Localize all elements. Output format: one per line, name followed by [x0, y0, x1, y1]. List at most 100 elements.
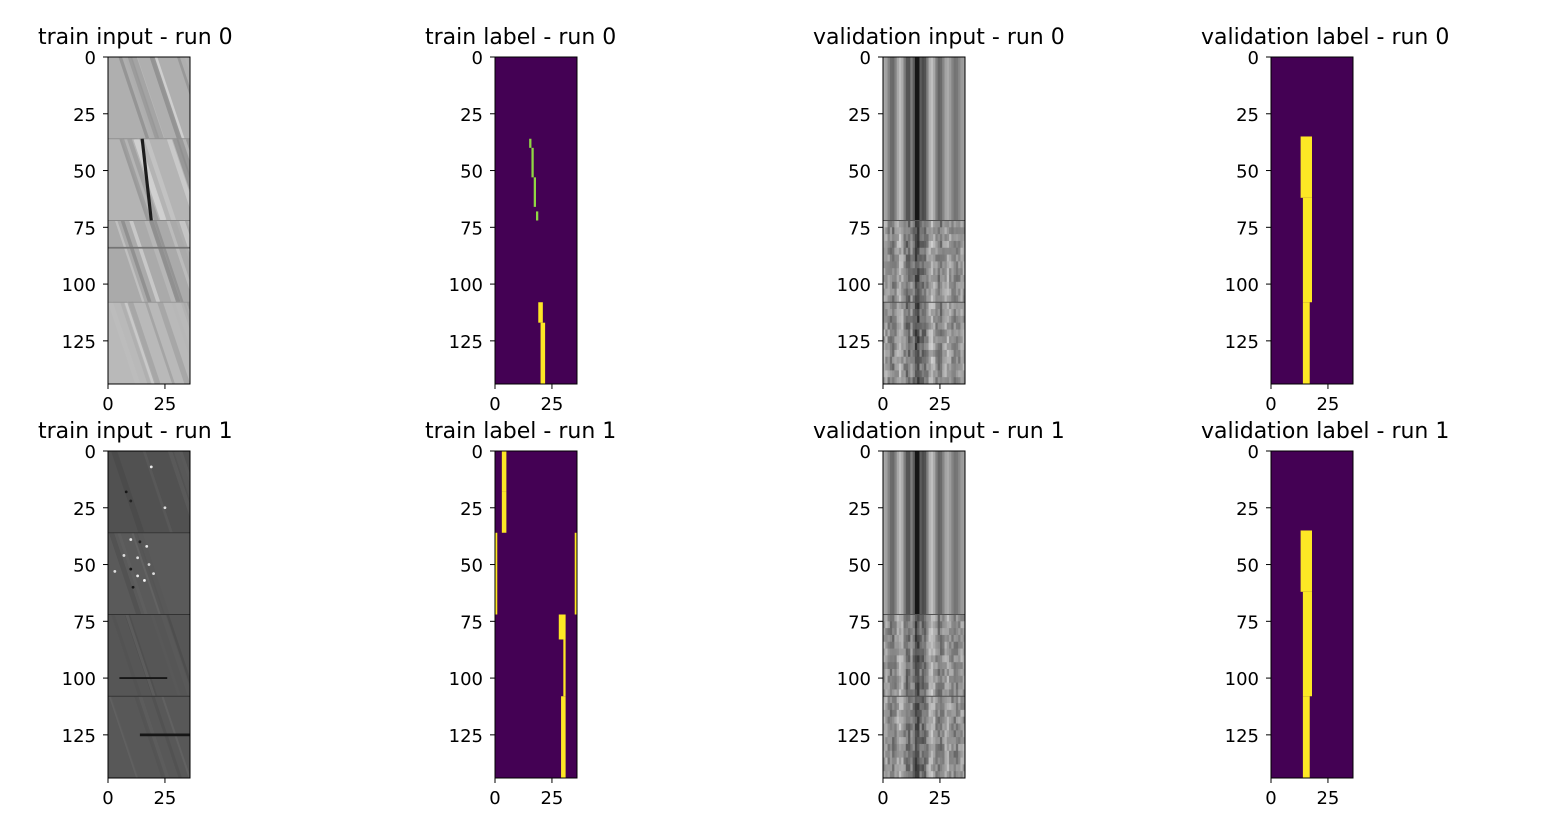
image-texture [908, 669, 911, 677]
image-texture [898, 648, 902, 656]
image-texture [885, 716, 888, 724]
image-texture [883, 675, 886, 684]
image-texture [926, 675, 929, 684]
image-texture [903, 771, 907, 778]
image-texture [912, 614, 916, 622]
image-texture [939, 356, 943, 364]
image-texture [901, 696, 904, 704]
image-column [930, 57, 934, 221]
image-texture [912, 641, 916, 649]
image-texture [935, 696, 939, 704]
image-texture [960, 343, 964, 351]
image-texture [883, 295, 886, 303]
image-column [962, 57, 965, 221]
image-texture [892, 675, 895, 684]
image-texture [903, 336, 907, 344]
image-texture [949, 703, 952, 711]
image-texture [955, 730, 959, 738]
label-segment [1302, 302, 1310, 384]
image-texture [928, 743, 932, 752]
image-texture [905, 737, 909, 745]
image-texture [937, 669, 941, 677]
label-segment [495, 532, 498, 615]
image-texture [958, 322, 961, 330]
image-texture [951, 281, 955, 290]
image-texture [951, 743, 955, 752]
image-texture [955, 281, 959, 290]
image-texture [914, 281, 918, 290]
x-tick-label: 0 [1265, 394, 1276, 415]
image-texture [958, 377, 961, 384]
image-texture [901, 703, 904, 711]
image-texture [898, 363, 902, 371]
image-texture [905, 709, 909, 718]
image-texture [912, 329, 916, 337]
image-texture [953, 227, 957, 235]
image-dot [163, 506, 167, 510]
image-texture [894, 329, 898, 337]
image-texture [919, 648, 923, 656]
image-texture [889, 628, 893, 636]
image-texture [939, 295, 943, 303]
image-texture [912, 377, 916, 384]
image-texture [926, 261, 929, 269]
y-tick-label: 125 [449, 332, 483, 353]
image-column [960, 451, 964, 615]
image-texture [924, 227, 927, 235]
image-texture [944, 764, 948, 772]
image-texture [892, 696, 895, 704]
image-texture [908, 356, 911, 364]
image-texture [914, 771, 918, 778]
image-texture [939, 343, 943, 351]
image-texture [111, 451, 145, 534]
image-texture [908, 716, 911, 724]
image-texture [901, 302, 904, 310]
image-texture [935, 322, 939, 330]
image-texture [903, 750, 907, 758]
image-texture [892, 634, 895, 643]
image-texture [928, 764, 932, 772]
image-texture [939, 689, 943, 697]
image-texture [926, 234, 929, 242]
image-texture [914, 764, 918, 772]
image-texture [937, 336, 941, 344]
image-texture [953, 764, 957, 772]
image-texture [962, 247, 965, 255]
image-texture [885, 648, 888, 656]
image-texture [889, 669, 893, 677]
image-texture [921, 227, 925, 235]
image-texture [962, 716, 965, 724]
image-texture [953, 675, 957, 684]
image-texture [910, 370, 914, 378]
image-texture [949, 669, 952, 677]
image-texture [919, 377, 923, 384]
image-texture [944, 757, 948, 765]
image-texture [892, 621, 895, 629]
image-texture [955, 336, 959, 344]
image-texture [917, 628, 920, 636]
image-texture [962, 349, 965, 358]
image-texture [912, 648, 916, 656]
image-texture [924, 764, 927, 772]
image-column [892, 451, 895, 615]
image-texture [951, 621, 955, 629]
image-texture [946, 322, 950, 330]
image-texture [928, 703, 932, 711]
image-texture [921, 669, 925, 677]
image-texture [896, 356, 900, 364]
image-texture [892, 295, 895, 303]
image-texture [930, 730, 934, 738]
image-texture [883, 356, 886, 364]
image-column [903, 451, 907, 615]
image-texture [901, 743, 904, 752]
image-texture [887, 315, 891, 324]
image-texture [905, 716, 909, 724]
image-texture [946, 716, 950, 724]
image-texture [910, 322, 914, 330]
image-texture [942, 377, 945, 384]
image-texture [935, 309, 939, 317]
image-column [896, 451, 900, 615]
image-texture [958, 757, 961, 765]
image-column [905, 451, 909, 615]
image-texture [933, 268, 936, 276]
